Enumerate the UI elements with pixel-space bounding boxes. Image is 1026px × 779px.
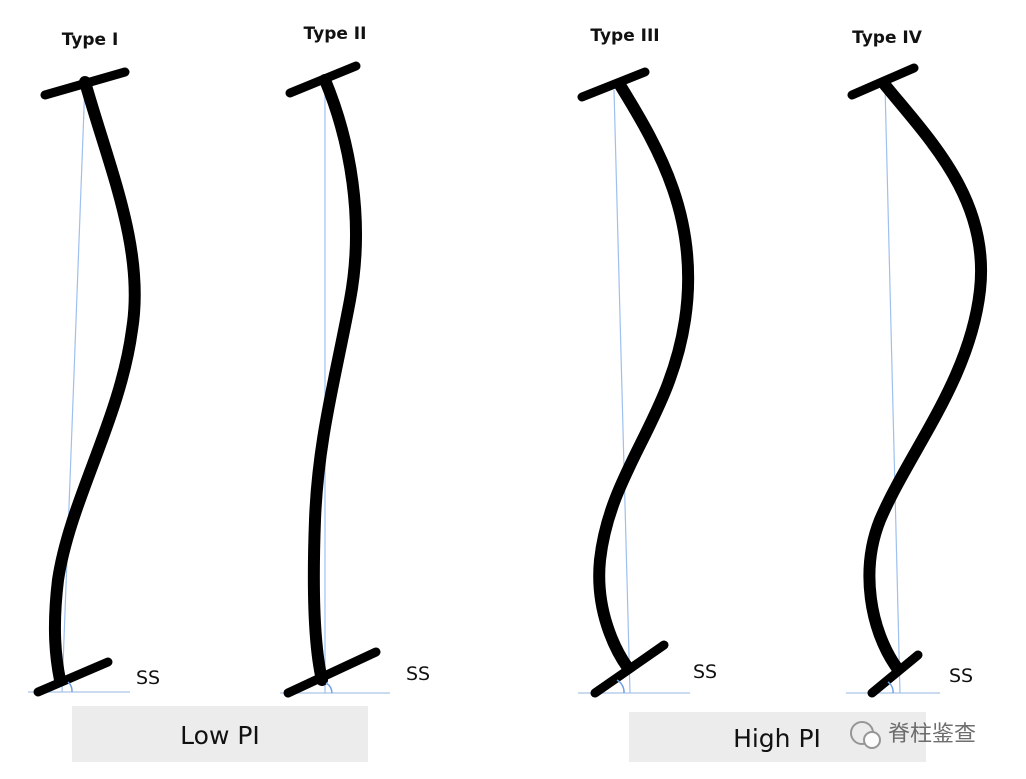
type-label: Type III	[590, 26, 659, 46]
ss-label: SS	[406, 663, 430, 685]
ss-angle	[325, 682, 333, 694]
ss-angle	[616, 679, 625, 694]
group-box	[72, 706, 368, 762]
sacral-endplate	[867, 650, 923, 698]
c7-endplate	[577, 67, 650, 102]
type-label: Type II	[304, 24, 367, 44]
sacral-endplate	[590, 640, 669, 698]
type-3: Type III SS	[577, 26, 717, 698]
group-label: Low PI	[180, 721, 260, 750]
type-1: Type I SS	[28, 30, 160, 697]
ss-label: SS	[693, 661, 717, 683]
ss-label: SS	[949, 665, 973, 687]
c7-endplate	[40, 67, 130, 100]
spine-curve	[593, 79, 695, 674]
sacral-endplate	[283, 647, 381, 698]
ss-angle	[67, 681, 73, 693]
spine-curve	[48, 76, 141, 686]
plumb-line	[884, 84, 901, 694]
watermark: 脊柱鉴查	[850, 721, 976, 749]
type-label: Type I	[62, 30, 119, 50]
spine-curve	[863, 79, 988, 674]
plumb-line	[613, 89, 631, 694]
watermark-text: 脊柱鉴查	[888, 722, 976, 747]
plumb-line	[61, 81, 86, 693]
c7-endplate	[285, 61, 361, 98]
type-label: Type IV	[852, 28, 923, 48]
ss-angle	[887, 681, 894, 694]
watermark-icon	[863, 731, 881, 749]
c7-endplate	[847, 63, 919, 100]
spine-curve	[307, 74, 362, 686]
group-label: High PI	[733, 724, 821, 753]
type-4: Type IV SS	[846, 28, 988, 698]
ss-label: SS	[136, 667, 160, 689]
type-2: Type II SS	[280, 24, 430, 698]
sacral-endplate	[33, 657, 113, 697]
